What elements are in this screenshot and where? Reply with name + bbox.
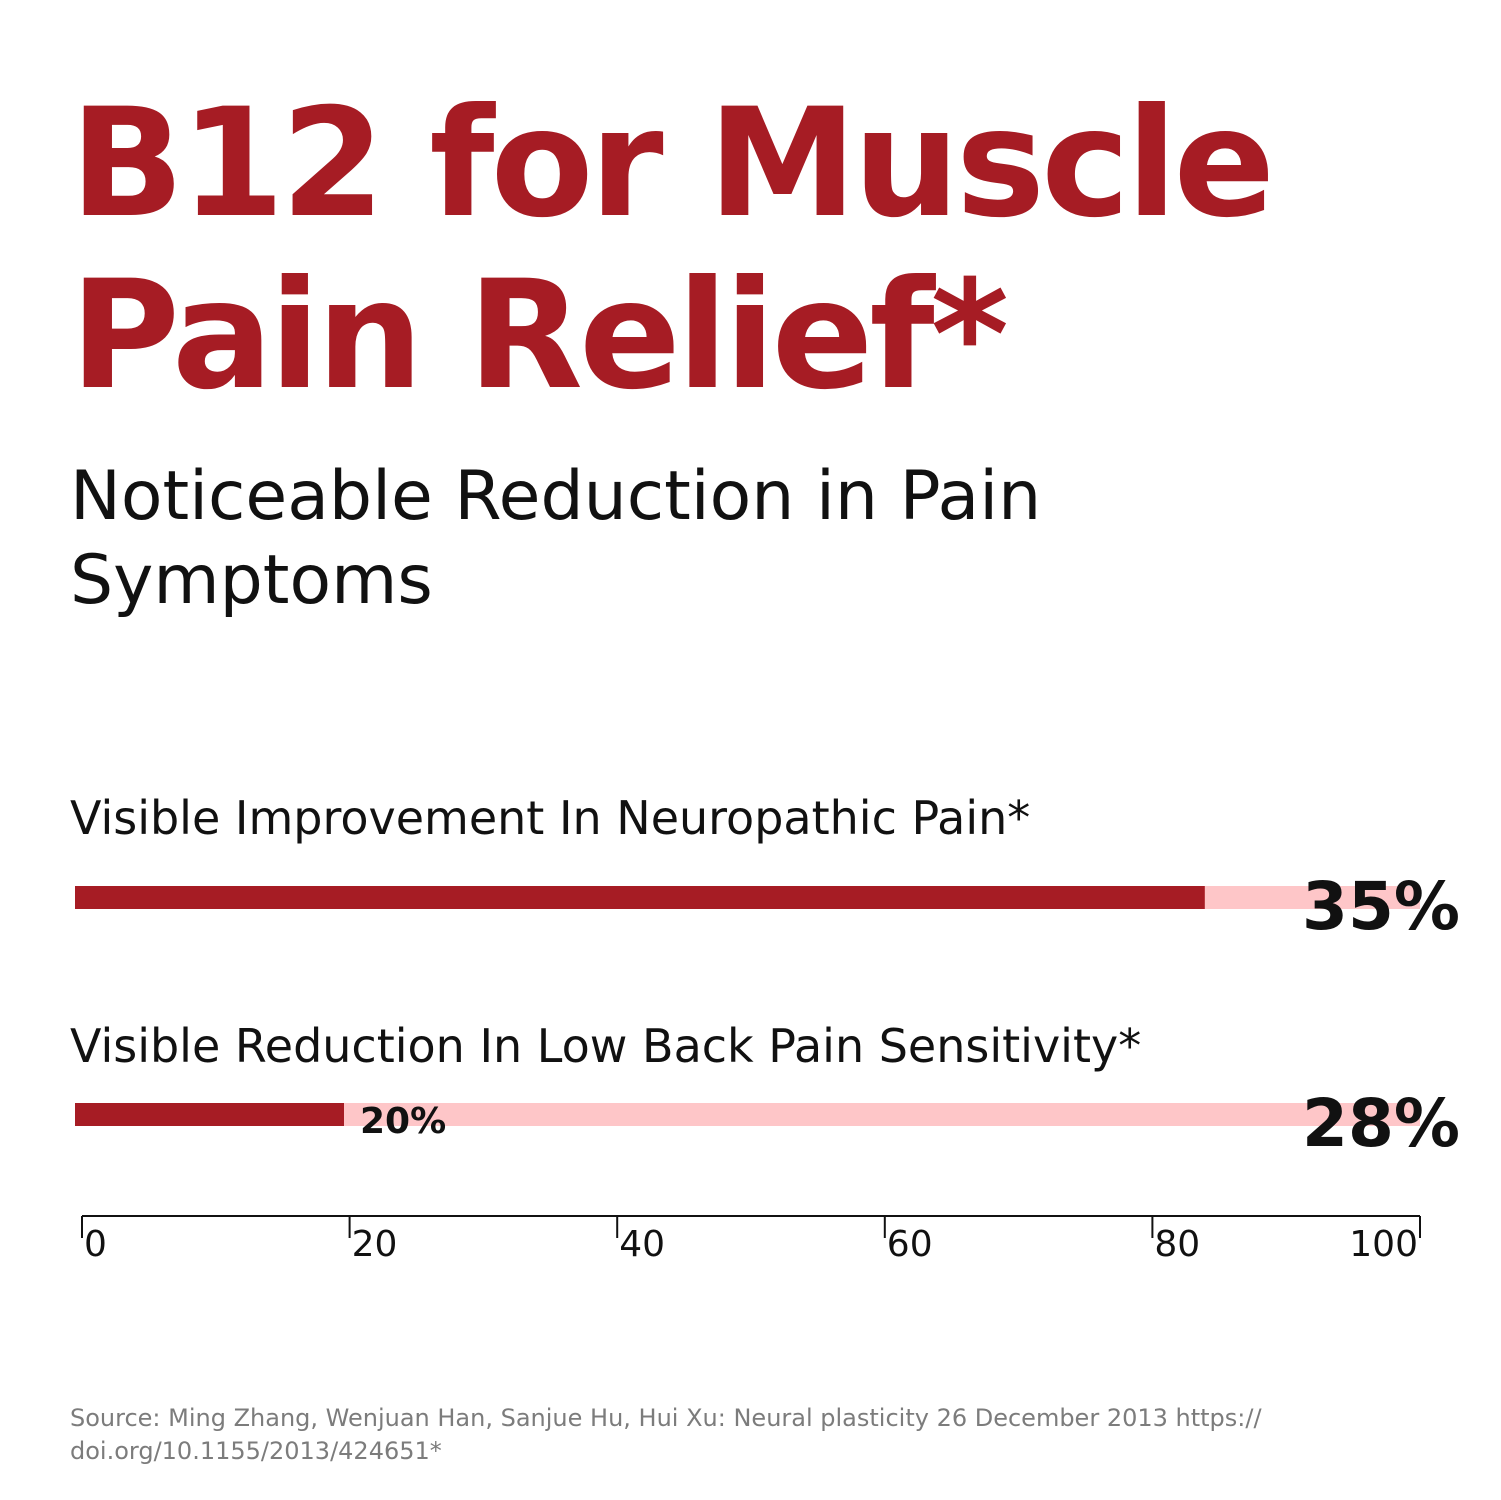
bar-fill-2: [75, 1103, 344, 1126]
headline: B12 for Muscle Pain Relief*: [70, 78, 1450, 422]
bar-value-label-2: 20%: [360, 1101, 446, 1142]
bar-result-label-1: 35%: [1302, 868, 1460, 945]
source-line-2: doi.org/10.1155/2013/424651*: [70, 1437, 442, 1465]
headline-line-2: Pain Relief*: [70, 249, 1009, 423]
bar-track-2: [75, 1103, 1420, 1126]
x-axis-tick-label-40: 40: [619, 1224, 665, 1265]
bar-label-2: Visible Reduction In Low Back Pain Sensi…: [70, 1019, 1141, 1073]
x-axis-tick-label-0: 0: [84, 1224, 107, 1265]
subtitle: Noticeable Reduction in Pain Symptoms: [70, 455, 1370, 623]
x-axis-tick-label-100: 100: [1349, 1224, 1418, 1265]
source-line-1: Source: Ming Zhang, Wenjuan Han, Sanjue …: [70, 1404, 1262, 1432]
source-citation: Source: Ming Zhang, Wenjuan Han, Sanjue …: [70, 1402, 1370, 1468]
subtitle-line-2: Symptoms: [70, 541, 433, 620]
bar-result-label-2: 28%: [1302, 1085, 1460, 1162]
bar-fill-1: [75, 886, 1205, 909]
bar-label-1: Visible Improvement In Neuropathic Pain*: [70, 791, 1030, 845]
x-axis-tick-label-20: 20: [352, 1224, 398, 1265]
bar-chart: Visible Improvement In Neuropathic Pain*…: [70, 791, 1460, 1265]
x-axis-tick-label-80: 80: [1154, 1224, 1200, 1265]
x-axis-tick-label-60: 60: [887, 1224, 933, 1265]
headline-line-1: B12 for Muscle: [70, 77, 1275, 251]
subtitle-line-1: Noticeable Reduction in Pain: [70, 457, 1042, 536]
